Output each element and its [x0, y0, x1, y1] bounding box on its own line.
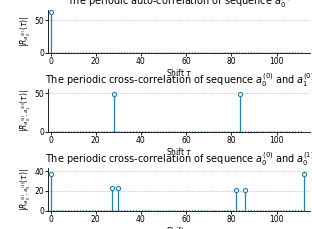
Title: The periodic cross-correlation of sequence $a_0^{(0)}$ and $a_1^{(0)}$: The periodic cross-correlation of sequen…: [45, 71, 312, 89]
Y-axis label: $|R_{a_0^{(0)}}(\tau)|$: $|R_{a_0^{(0)}}(\tau)|$: [19, 16, 33, 47]
Y-axis label: $|R_{a_0^{(0)},a_0^{(1)}}(\tau)|$: $|R_{a_0^{(0)},a_0^{(1)}}(\tau)|$: [19, 168, 33, 211]
X-axis label: Shift $\tau$: Shift $\tau$: [166, 225, 193, 229]
Title: The periodic cross-correlation of sequence $a_0^{(0)}$ and $a_0^{(1)}$: The periodic cross-correlation of sequen…: [45, 150, 312, 168]
Y-axis label: $|R_{a_0^{(0)},a_1^{(0)}}(\tau)|$: $|R_{a_0^{(0)},a_1^{(0)}}(\tau)|$: [19, 89, 33, 132]
Title: The periodic auto-correlation of sequence $a_0^{(0)}$: The periodic auto-correlation of sequenc…: [67, 0, 292, 10]
X-axis label: Shift $\tau$: Shift $\tau$: [166, 68, 193, 79]
X-axis label: Shift $\tau$: Shift $\tau$: [166, 146, 193, 157]
